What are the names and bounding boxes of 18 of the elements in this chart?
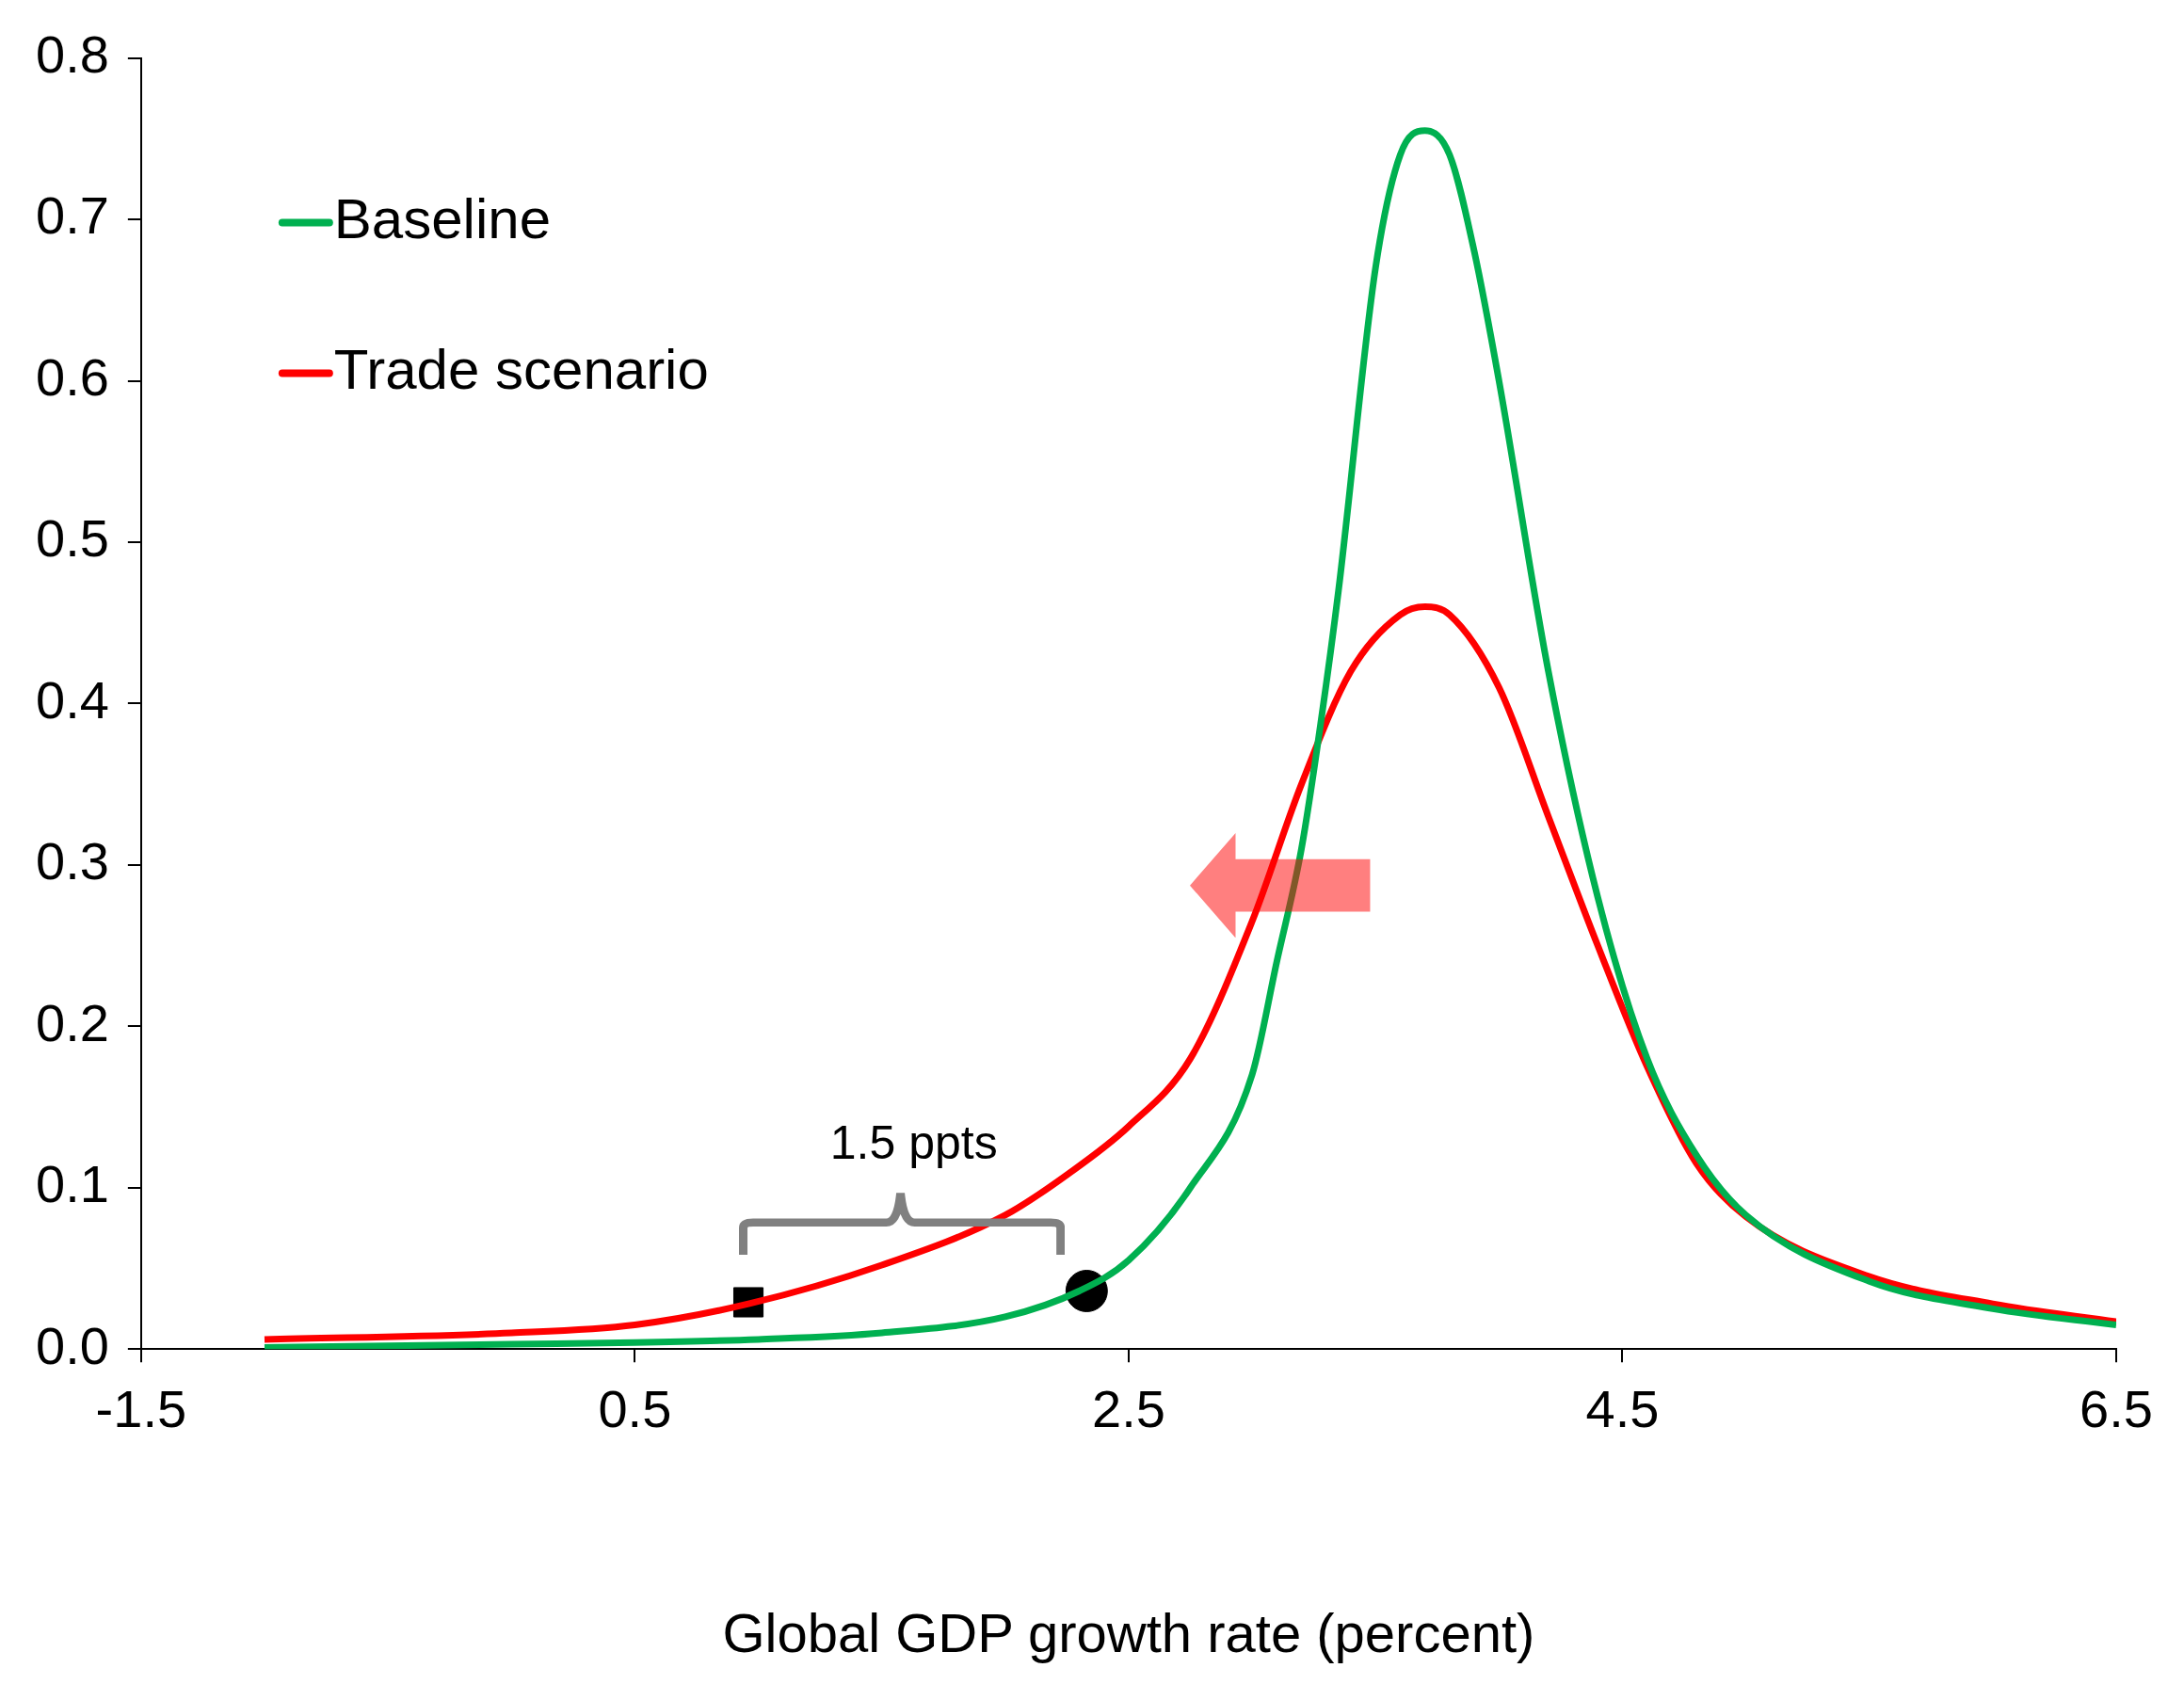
legend-label: Trade scenario (333, 338, 709, 402)
annotation: 1.5 ppts (829, 1115, 998, 1169)
x-tick-label: 0.5 (598, 1379, 672, 1439)
y-tick-label: 0.7 (35, 185, 109, 246)
y-tick-label: 0.6 (35, 346, 109, 407)
x-tick-label: 4.5 (1585, 1379, 1660, 1439)
y-tick-label: 0.0 (35, 1315, 109, 1375)
legend-label: Baseline (333, 187, 551, 251)
y-tick-label: 0.8 (35, 24, 109, 85)
x-tick-label: -1.5 (95, 1379, 187, 1439)
x-tick-label: 6.5 (2080, 1379, 2153, 1439)
x-axis-title: Global GDP growth rate (percent) (722, 1602, 1535, 1664)
y-tick-label: 0.3 (35, 831, 109, 891)
y-tick-label: 0.2 (35, 992, 109, 1052)
x-tick-label: 2.5 (1091, 1379, 1165, 1439)
y-tick-label: 0.1 (35, 1154, 109, 1214)
y-tick-label: 0.4 (35, 669, 109, 730)
y-tick-label: 0.5 (35, 508, 109, 569)
